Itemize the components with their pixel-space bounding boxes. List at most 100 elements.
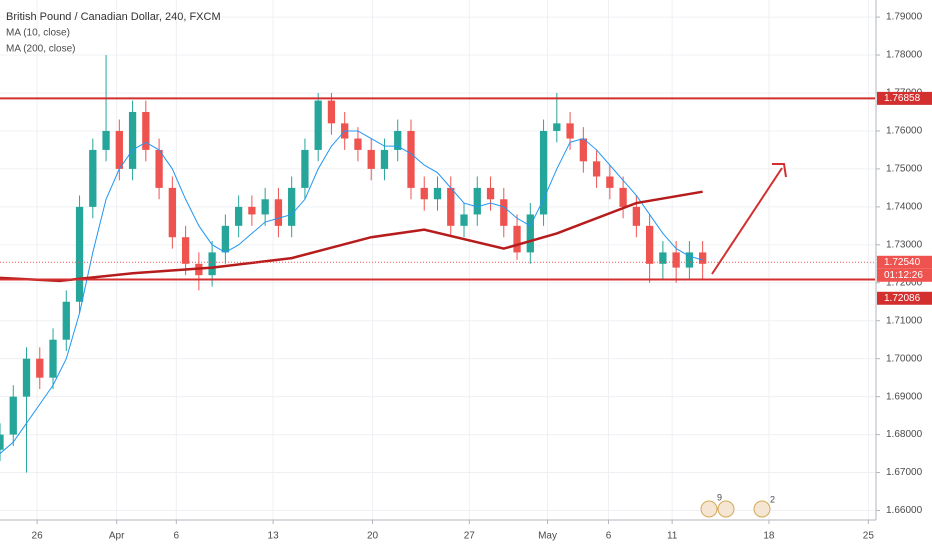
candle-body (685, 252, 694, 268)
candle-body (592, 161, 601, 177)
ma-line (0, 190, 703, 283)
candle-body (248, 206, 256, 215)
candle-body (606, 176, 614, 188)
y-tick-label: 1.78000 (886, 50, 923, 61)
candle-body (539, 130, 548, 215)
candle-body (301, 149, 309, 188)
event-count: 2 (770, 494, 775, 504)
candle-body (553, 123, 561, 131)
candle-body (314, 100, 322, 150)
candle-body (659, 252, 667, 264)
level-label-bg (877, 91, 932, 105)
y-tick-label: 1.79000 (886, 12, 923, 23)
candle-body (208, 252, 216, 276)
x-tick-label: 20 (367, 531, 379, 542)
level-label-bg (877, 291, 932, 305)
event-count: 9 (717, 492, 722, 502)
x-tick-label: 11 (667, 531, 678, 542)
candle-body (89, 149, 97, 207)
chart-title: British Pound / Canadian Dollar, 240, FX… (6, 11, 221, 23)
y-tick-label: 1.66000 (886, 505, 923, 516)
candle-body (62, 301, 70, 340)
plot (0, 55, 875, 473)
candle-body (75, 206, 84, 302)
candle-body (407, 130, 415, 188)
level-label: 1.72086 (884, 293, 921, 304)
candle-body (168, 187, 176, 238)
arrow-shaft (711, 167, 783, 275)
y-tick-label: 1.69000 (886, 391, 923, 402)
candle-body (36, 358, 44, 378)
y-tick-label: 1.68000 (886, 429, 923, 440)
candle-body (394, 130, 402, 150)
candle-body (102, 130, 110, 150)
event-icon (717, 500, 735, 518)
x-tick-label: 18 (763, 531, 775, 542)
level-label: 1.76858 (884, 93, 921, 104)
candle-body (447, 187, 455, 226)
candle-body (460, 214, 468, 226)
candle-body (354, 138, 362, 150)
axes: 1.66000 1.67000 1.68000 1.69000 1.70000 1.710… (32, 12, 932, 542)
candle-body (115, 130, 123, 169)
x-tick-label: 26 (32, 531, 44, 542)
event-icon (700, 500, 718, 518)
candle-body (155, 149, 163, 188)
candle-body (433, 187, 442, 200)
candle-body (181, 237, 190, 264)
events: 9 2 (700, 492, 775, 518)
y-tick-label: 1.76000 (886, 126, 923, 137)
candle-body (49, 339, 57, 378)
arrow-head (772, 163, 787, 178)
y-tick-label: 1.72000 (886, 277, 923, 288)
countdown-label: 01:12:26 (884, 270, 923, 281)
candle-body (261, 199, 269, 215)
y-tick-label: 1.70000 (886, 353, 923, 364)
x-tick-label: 13 (268, 531, 280, 542)
candle-body (274, 199, 283, 226)
candle-body (513, 225, 521, 253)
x-tick-label: 6 (606, 531, 612, 542)
candle-body (221, 225, 230, 253)
candle-body (22, 358, 31, 397)
candle-body (486, 187, 495, 200)
candle-body (380, 149, 389, 169)
y-tick-label: 1.73000 (886, 239, 923, 250)
y-tick-label: 1.67000 (886, 467, 923, 478)
countdown-label-bg (877, 268, 932, 282)
candle-body (500, 199, 508, 226)
candle-body (0, 434, 4, 450)
candle-body (142, 111, 150, 150)
x-tick-label: 25 (863, 531, 875, 542)
x-tick-label: 6 (174, 531, 180, 542)
event-icon (753, 500, 771, 518)
candle-body (579, 138, 587, 162)
candle-body (699, 252, 707, 264)
candle-body (632, 206, 641, 226)
candle-body (473, 187, 481, 215)
candle-body (420, 187, 428, 200)
legend-entry: MA (10, close) (6, 28, 70, 39)
last-price-label-bg (877, 255, 932, 269)
y-tick-label: 1.74000 (886, 202, 923, 213)
x-tick-label: May (538, 531, 557, 542)
x-tick-label: Apr (109, 531, 125, 542)
candle-body (234, 206, 243, 226)
candle-body (526, 214, 534, 253)
last-price-label: 1.72540 (884, 257, 921, 268)
candle-body (672, 252, 680, 268)
candle-body (619, 187, 627, 207)
candle-body (566, 123, 574, 139)
candle-body (367, 149, 375, 169)
candle-body (288, 187, 296, 226)
legend-entry: MA (200, close) (6, 44, 75, 55)
candle-body (128, 111, 137, 169)
y-tick-label: 1.71000 (886, 315, 923, 326)
candle-body (9, 396, 17, 435)
x-tick-label: 27 (464, 531, 476, 542)
ma-line (0, 130, 703, 454)
candle-body (645, 225, 654, 264)
